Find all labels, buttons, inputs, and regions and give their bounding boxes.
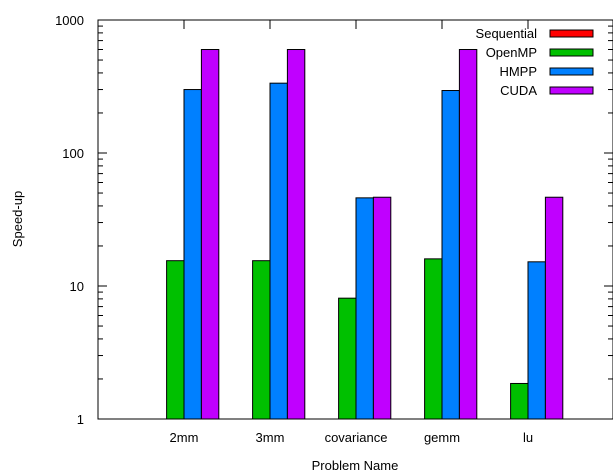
x-tick-label: gemm [424,430,460,445]
bar-openmp-3mm [252,260,271,420]
y-tick-label: 100 [62,146,84,161]
legend-label-openmp: OpenMP [486,45,537,60]
bar-openmp-covariance [338,297,357,420]
bar-hmpp-3mm [269,82,288,420]
x-tick-label: covariance [325,430,388,445]
bar-cuda-3mm [286,49,306,420]
x-tick-label: 3mm [256,430,285,445]
bar-hmpp-covariance [355,197,374,420]
y-tick-label: 10 [70,279,84,294]
y-tick-label: 1 [77,412,84,427]
bar-openmp-2mm [166,260,185,420]
legend-label-cuda: CUDA [500,83,537,98]
x-axis-label: Problem Name [312,458,399,473]
x-tick-label: lu [523,430,533,445]
bar-hmpp-lu [527,261,546,420]
y-axis-label: Speed-up [10,191,25,247]
legend-label-sequential: Sequential [476,26,538,41]
bar-openmp-gemm [424,258,443,420]
x-tick-label: 2mm [170,430,199,445]
bar-openmp-lu [510,382,529,420]
bar-cuda-2mm [200,49,220,420]
legend-swatch-cuda [549,86,594,95]
legend-swatch-sequential [549,29,594,38]
bar-cuda-gemm [458,49,478,420]
bar-hmpp-gemm [441,90,460,420]
bar-cuda-lu [544,196,564,420]
y-tick-label: 1000 [55,13,84,28]
bar-hmpp-2mm [183,89,202,420]
legend-label-hmpp: HMPP [499,64,537,79]
plot-area: 1 10 100 1000 2mm 3mm covariance gemm lu Sequenti… [55,13,613,445]
bar-cuda-covariance [372,196,392,420]
legend-swatch-hmpp [549,67,594,76]
legend-swatch-openmp [549,48,594,57]
